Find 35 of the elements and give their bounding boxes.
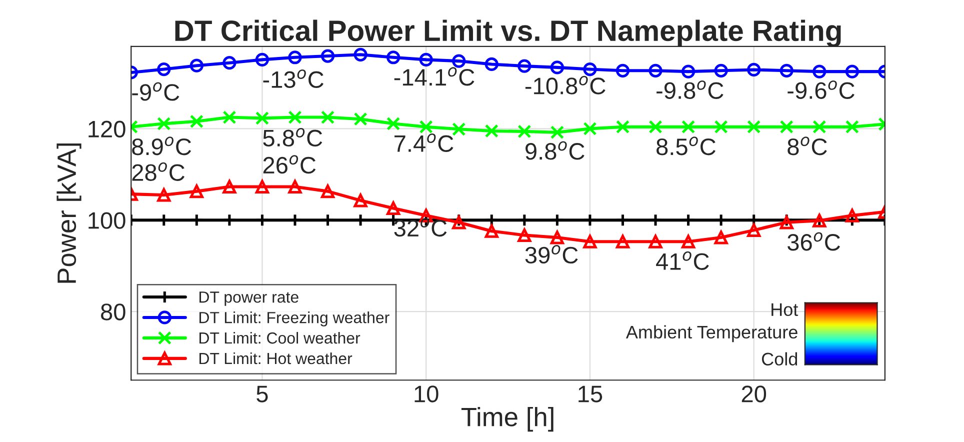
annotation: 8.9$^{o}$C [132, 136, 192, 156]
annotation: -9$^{o}$C [132, 82, 180, 101]
legend-label: DT Limit: Freezing weather [200, 311, 390, 326]
annotation: 32$^{o}$C [394, 218, 447, 237]
legend-label: DT power rate [200, 292, 298, 306]
chart-title: DT Critical Power Limit vs. DT Nameplate Rating [175, 20, 841, 48]
x-tick-label: 15 [578, 386, 602, 402]
annotation: Ambient Temperature [626, 325, 798, 342]
annotation: 41$^{o}$C [656, 251, 709, 270]
annotation: 5.8$^{o}$C [263, 128, 322, 147]
y-axis-title: Power [kVA] [56, 144, 82, 283]
x-tick-label: 10 [414, 386, 438, 402]
annotation: -9.6$^{o}$C [788, 80, 854, 99]
annotation: 7.4$^{o}$C [394, 133, 454, 152]
y-tick-label: 100 [88, 212, 126, 229]
y-tick-label: 120 [88, 120, 126, 138]
annotation: -13$^{o}$C [263, 69, 324, 88]
annotation: 36$^{o}$C [788, 232, 840, 251]
y-tick-label: 80 [101, 304, 126, 320]
annotation: 28$^{o}$C [132, 162, 184, 181]
annotation: 26$^{o}$C [263, 155, 316, 174]
x-axis-title: Time [h] [461, 406, 554, 432]
annotation: 8$^{o}$C [788, 136, 827, 156]
legend-label: DT Limit: Cool weather [200, 332, 360, 344]
legend-label: DT Limit: Hot weather [200, 352, 352, 364]
annotation: -9.8$^{o}$C [656, 80, 724, 99]
annotation: 9.8$^{o}$C [526, 141, 584, 160]
annotation: Cold [762, 352, 798, 366]
x-tick-label: 20 [742, 386, 766, 402]
annotation: 8.5$^{o}$C [656, 136, 716, 156]
annotation: Hot [772, 303, 798, 316]
annotation: -10.8$^{o}$C [525, 76, 606, 94]
x-tick-label: 5 [256, 386, 268, 402]
annotation: 39$^{o}$C [525, 245, 578, 264]
annotation: -14.1$^{o}$C [394, 67, 474, 86]
